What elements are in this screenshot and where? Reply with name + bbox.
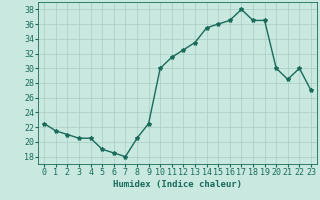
X-axis label: Humidex (Indice chaleur): Humidex (Indice chaleur)	[113, 180, 242, 189]
